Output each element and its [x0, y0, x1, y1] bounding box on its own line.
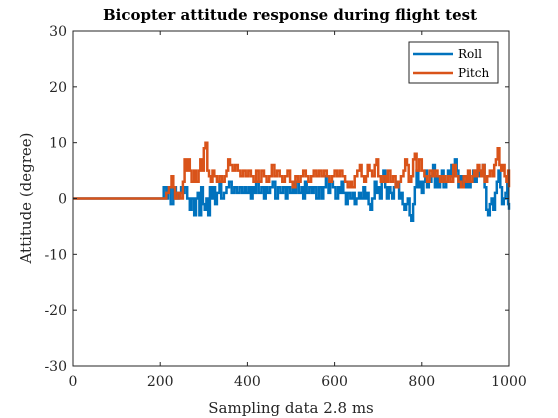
series-line-pitch: [73, 141, 511, 200]
x-axis-title: Sampling data 2.8 ms: [208, 399, 374, 417]
x-axis-ticks: 0 200 400 600 800 1000: [69, 31, 527, 390]
legend: Roll Pitch: [408, 41, 499, 84]
y-tick-label: 0: [58, 192, 67, 208]
x-tick-label: 600: [321, 374, 348, 390]
x-tick-label: 200: [147, 374, 174, 390]
chart-title: Bicopter attitude response during flight…: [103, 6, 477, 24]
y-tick-label: -20: [44, 303, 67, 319]
y-tick-label: -30: [44, 359, 67, 375]
x-tick-label: 1000: [491, 374, 527, 390]
x-tick-label: 0: [69, 374, 78, 390]
y-axis-ticks: 30 20 10 0 -10 -20 -30: [44, 24, 509, 375]
y-tick-label: 10: [49, 136, 67, 152]
y-tick-label: -10: [44, 247, 67, 263]
y-axis-title: Attitude (degree): [17, 132, 35, 264]
y-tick-label: 20: [49, 80, 67, 96]
x-tick-label: 400: [234, 374, 261, 390]
legend-box: [408, 41, 499, 84]
legend-label-roll: Roll: [458, 47, 482, 61]
y-tick-label: 30: [49, 24, 67, 40]
series-layer: [73, 141, 511, 223]
x-tick-label: 800: [408, 374, 435, 390]
legend-label-pitch: Pitch: [458, 66, 489, 80]
